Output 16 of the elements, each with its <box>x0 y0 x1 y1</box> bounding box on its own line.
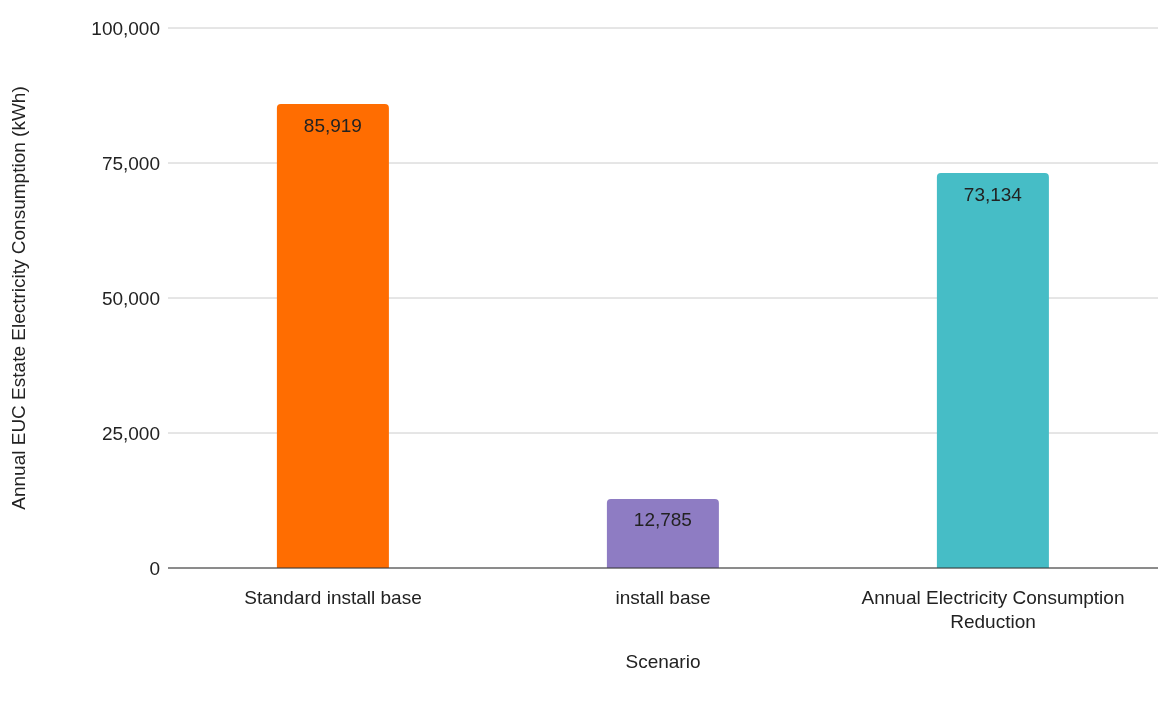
data-label: 73,134 <box>963 183 1023 205</box>
y-tick-label: 50,000 <box>101 287 160 309</box>
data-label: 85,919 <box>303 114 362 136</box>
y-tick-label: 25,000 <box>101 422 160 444</box>
y-tick-label: 0 <box>149 557 160 579</box>
data-label: 12,785 <box>633 509 692 531</box>
bar <box>276 104 389 568</box>
x-tick-label: install base <box>615 587 711 608</box>
bar <box>936 173 1049 568</box>
y-tick-label: 100,000 <box>91 17 160 39</box>
x-tick-label: Standard install base <box>244 587 422 608</box>
y-tick-label: 75,000 <box>101 152 160 174</box>
bar <box>606 498 719 568</box>
y-axis-title: Annual EUC Estate Electricity Consumption (kWh) <box>7 86 29 510</box>
x-axis-title: Scenario <box>625 651 701 672</box>
x-tick-label: Annual Electricity Consumption Reduction <box>861 587 1125 632</box>
